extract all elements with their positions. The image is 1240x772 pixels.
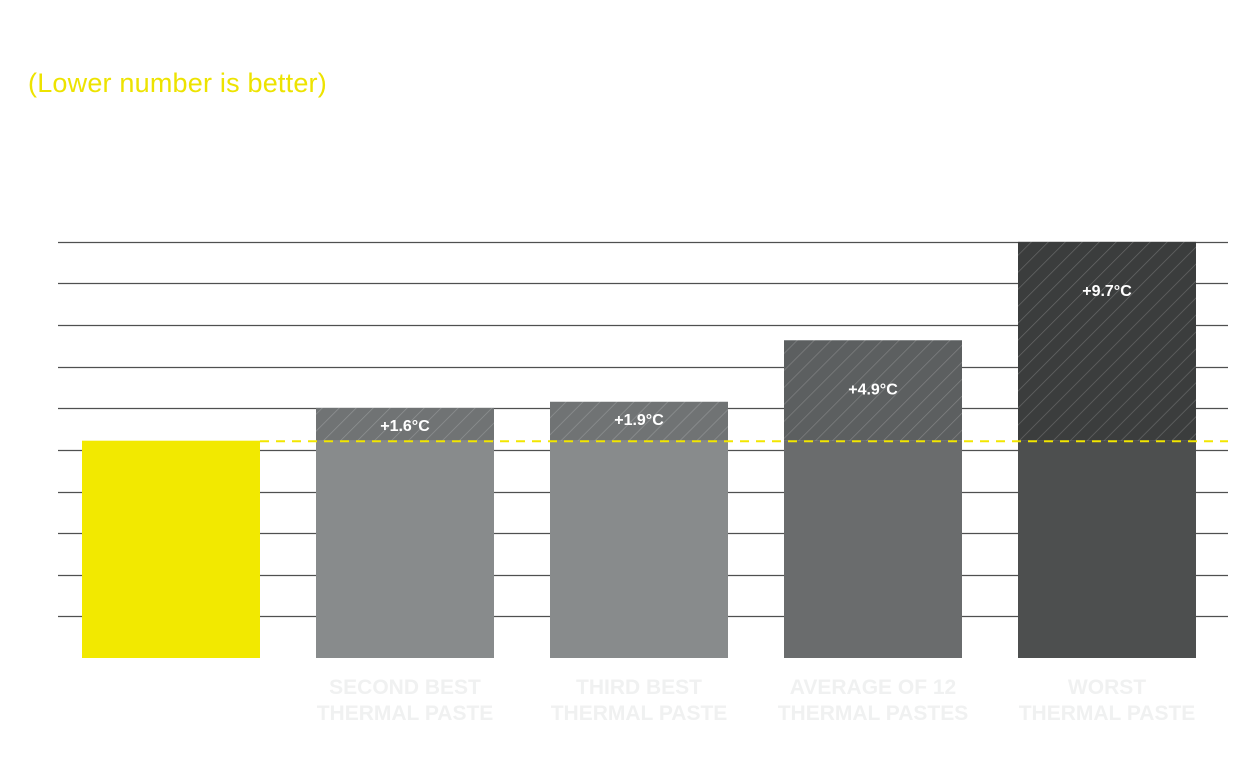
bar-base [550,440,728,658]
chart-subtitle: (Lower number is better) [28,68,327,98]
category-label: SECOND BEST [329,676,481,699]
category-label: THIRD BEST [576,676,702,699]
category-label: THERMAL PASTE [1019,702,1196,725]
value-label: +4.9°C [848,381,898,398]
value-label: +9.7°C [1082,283,1132,300]
category-label: THERMAL PASTE [551,702,728,725]
bar-increment [316,407,494,441]
category-label: THERMAL PASTE [317,702,494,725]
value-label: +1.6°C [380,418,430,435]
category-label: AVERAGE OF 12 [790,676,956,699]
bar-increment [1018,241,1196,441]
category-label: WORST [1068,676,1146,699]
bar-increment [550,401,728,441]
bar-base [784,440,962,658]
bar-base [82,440,260,658]
bar-increment [784,340,962,441]
value-label: +1.9°C [614,412,664,429]
category-label: THERMAL PASTES [778,702,969,725]
bar-base [316,440,494,658]
bar-base [1018,440,1196,658]
